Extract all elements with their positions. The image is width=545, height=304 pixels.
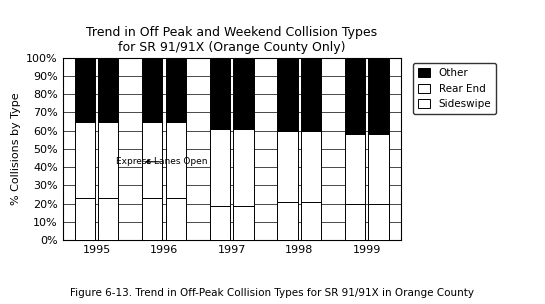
Bar bbox=[166, 122, 186, 198]
Bar bbox=[277, 202, 298, 240]
Bar bbox=[301, 58, 321, 131]
Bar bbox=[277, 58, 298, 131]
Legend: Other, Rear End, Sideswipe: Other, Rear End, Sideswipe bbox=[413, 63, 496, 115]
Bar bbox=[98, 122, 118, 198]
Bar bbox=[142, 122, 162, 198]
Bar bbox=[368, 204, 389, 240]
Bar bbox=[75, 198, 95, 240]
Bar bbox=[233, 129, 253, 206]
Bar bbox=[368, 134, 389, 204]
Bar bbox=[98, 58, 118, 122]
Bar bbox=[98, 198, 118, 240]
Bar bbox=[301, 202, 321, 240]
Bar bbox=[75, 58, 95, 122]
Bar bbox=[142, 198, 162, 240]
Y-axis label: % Collisions by Type: % Collisions by Type bbox=[11, 93, 21, 205]
Bar bbox=[345, 58, 365, 134]
Bar bbox=[75, 122, 95, 198]
Text: Figure 6-13. Trend in Off-Peak Collision Types for SR 91/91X in Orange County: Figure 6-13. Trend in Off-Peak Collision… bbox=[70, 288, 475, 298]
Bar bbox=[233, 206, 253, 240]
Bar bbox=[233, 58, 253, 129]
Bar bbox=[166, 198, 186, 240]
Bar bbox=[368, 58, 389, 134]
Bar bbox=[210, 58, 230, 129]
Title: Trend in Off Peak and Weekend Collision Types
for SR 91/91X (Orange County Only): Trend in Off Peak and Weekend Collision … bbox=[86, 26, 377, 54]
Bar bbox=[142, 58, 162, 122]
Bar bbox=[210, 129, 230, 206]
Bar bbox=[166, 58, 186, 122]
Bar bbox=[345, 134, 365, 204]
Text: Express Lanes Open: Express Lanes Open bbox=[117, 157, 208, 166]
Bar bbox=[345, 204, 365, 240]
Bar bbox=[277, 131, 298, 202]
Bar bbox=[210, 206, 230, 240]
Bar bbox=[301, 131, 321, 202]
